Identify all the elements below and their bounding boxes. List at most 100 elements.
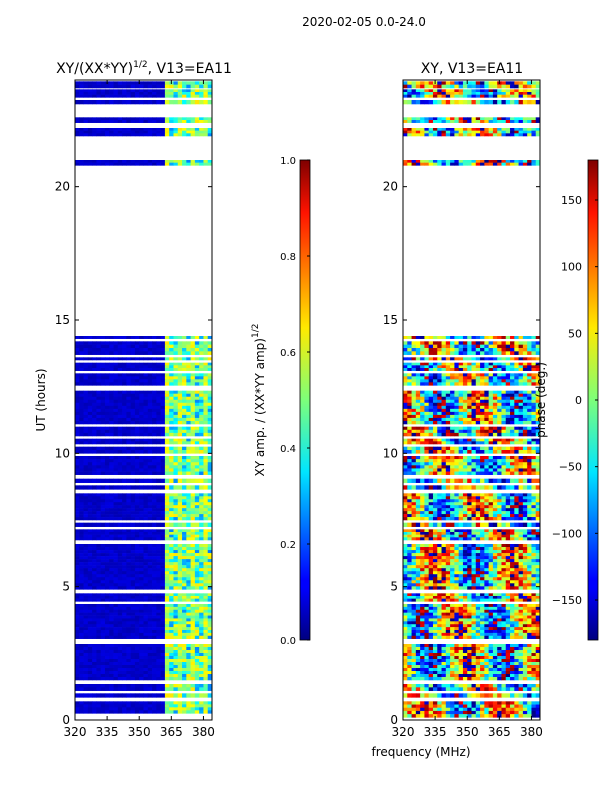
heatmap-cell: [143, 162, 149, 166]
heatmap-cell: [462, 644, 468, 648]
heatmap-cell: [411, 704, 417, 709]
heatmap-cell: [152, 662, 157, 666]
heatmap-cell: [203, 701, 209, 705]
heatmap-cell: [92, 390, 97, 394]
heatmap-cell: [156, 499, 162, 503]
heatmap-cell: [109, 583, 114, 587]
heatmap-cell: [407, 598, 412, 602]
heatmap-cell: [87, 668, 93, 672]
heatmap-cell: [92, 615, 97, 619]
heatmap-cell: [505, 606, 511, 611]
heatmap-cell: [514, 674, 519, 678]
heatmap-cell: [203, 710, 209, 714]
heatmap-cell: [130, 357, 136, 361]
heatmap-cell: [450, 671, 455, 675]
heatmap-cell: [122, 630, 127, 634]
heatmap-cell: [130, 618, 136, 622]
heatmap-cell: [173, 606, 179, 611]
heatmap-cell: [415, 615, 421, 619]
heatmap-cell: [522, 687, 528, 691]
heatmap-cell: [480, 615, 485, 619]
heatmap-cell: [143, 471, 149, 475]
heatmap-cell: [104, 411, 110, 416]
heatmap-cell: [518, 693, 524, 698]
heatmap-cell: [134, 117, 140, 121]
heatmap-cell: [104, 117, 110, 121]
heatmap-cell: [109, 674, 114, 678]
heatmap-cell: [143, 499, 149, 503]
heatmap-cell: [109, 596, 114, 599]
heatmap-cell: [186, 701, 191, 705]
heatmap-cell: [501, 612, 507, 616]
heatmap-cell: [104, 650, 110, 654]
heatmap-cell: [83, 450, 89, 454]
heatmap-cell: [480, 674, 485, 678]
heatmap-cell: [432, 693, 438, 698]
heatmap-cell: [432, 598, 438, 602]
heatmap-cell: [424, 671, 430, 675]
heatmap-cell: [139, 604, 144, 608]
heatmap-cell: [113, 408, 119, 413]
heatmap-cell: [190, 671, 196, 675]
heatmap-cell: [462, 707, 468, 712]
heatmap-cell: [173, 120, 179, 123]
heatmap-cell: [164, 710, 170, 714]
heatmap-cell: [160, 351, 166, 355]
heatmap-cell: [432, 550, 438, 554]
heatmap-cell: [535, 662, 540, 666]
heatmap-cell: [194, 677, 200, 681]
heatmap-cell: [79, 580, 84, 584]
heatmap-cell: [186, 627, 191, 631]
heatmap-cell: [126, 710, 132, 714]
heatmap-cell: [458, 656, 464, 660]
heatmap-cell: [454, 668, 460, 672]
heatmap-cell: [190, 432, 196, 437]
heatmap-cell: [518, 621, 524, 625]
heatmap-cell: [130, 615, 136, 619]
heatmap-cell: [177, 707, 183, 711]
heatmap-cell: [152, 647, 157, 651]
heatmap-cell: [134, 707, 140, 711]
heatmap-cell: [79, 606, 84, 611]
heatmap-cell: [122, 665, 127, 669]
heatmap-cell: [109, 478, 114, 483]
heatmap-cell: [177, 81, 183, 85]
heatmap-cell: [156, 373, 162, 377]
heatmap-cell: [207, 514, 212, 518]
heatmap-cell: [75, 459, 80, 463]
heatmap-cell: [79, 396, 84, 401]
heatmap-cell: [92, 650, 97, 654]
heatmap-cell: [83, 537, 89, 541]
heatmap-cell: [126, 100, 132, 105]
heatmap-cell: [92, 100, 97, 105]
heatmap-cell: [173, 612, 179, 616]
heatmap-cell: [531, 547, 537, 551]
heatmap-cell: [186, 553, 191, 557]
heatmap-cell: [199, 710, 204, 714]
heatmap-cell: [424, 550, 430, 554]
heatmap-cell: [122, 162, 127, 166]
heatmap-cell: [87, 462, 93, 466]
heatmap-cell: [130, 577, 136, 581]
heatmap-cell: [432, 650, 438, 654]
heatmap-cell: [441, 598, 447, 602]
heatmap-cell: [134, 493, 140, 497]
heatmap-cell: [415, 612, 421, 616]
heatmap-cell: [492, 693, 498, 698]
heatmap-cell: [139, 420, 144, 425]
heatmap-cell: [510, 596, 515, 599]
heatmap-cell: [75, 704, 80, 708]
heatmap-cell: [92, 450, 97, 454]
heatmap-cell: [87, 162, 93, 166]
heatmap-cell: [173, 133, 179, 137]
heatmap-cell: [75, 414, 80, 419]
heatmap-cell: [156, 432, 162, 437]
data-row-band: [75, 426, 212, 437]
heatmap-cell: [160, 707, 166, 711]
heatmap-cell: [79, 420, 84, 425]
heatmap-cell: [130, 379, 136, 383]
heatmap-cell: [186, 89, 191, 93]
heatmap-cell: [407, 665, 412, 669]
heatmap-cell: [113, 517, 119, 521]
heatmap-cell: [143, 344, 149, 349]
